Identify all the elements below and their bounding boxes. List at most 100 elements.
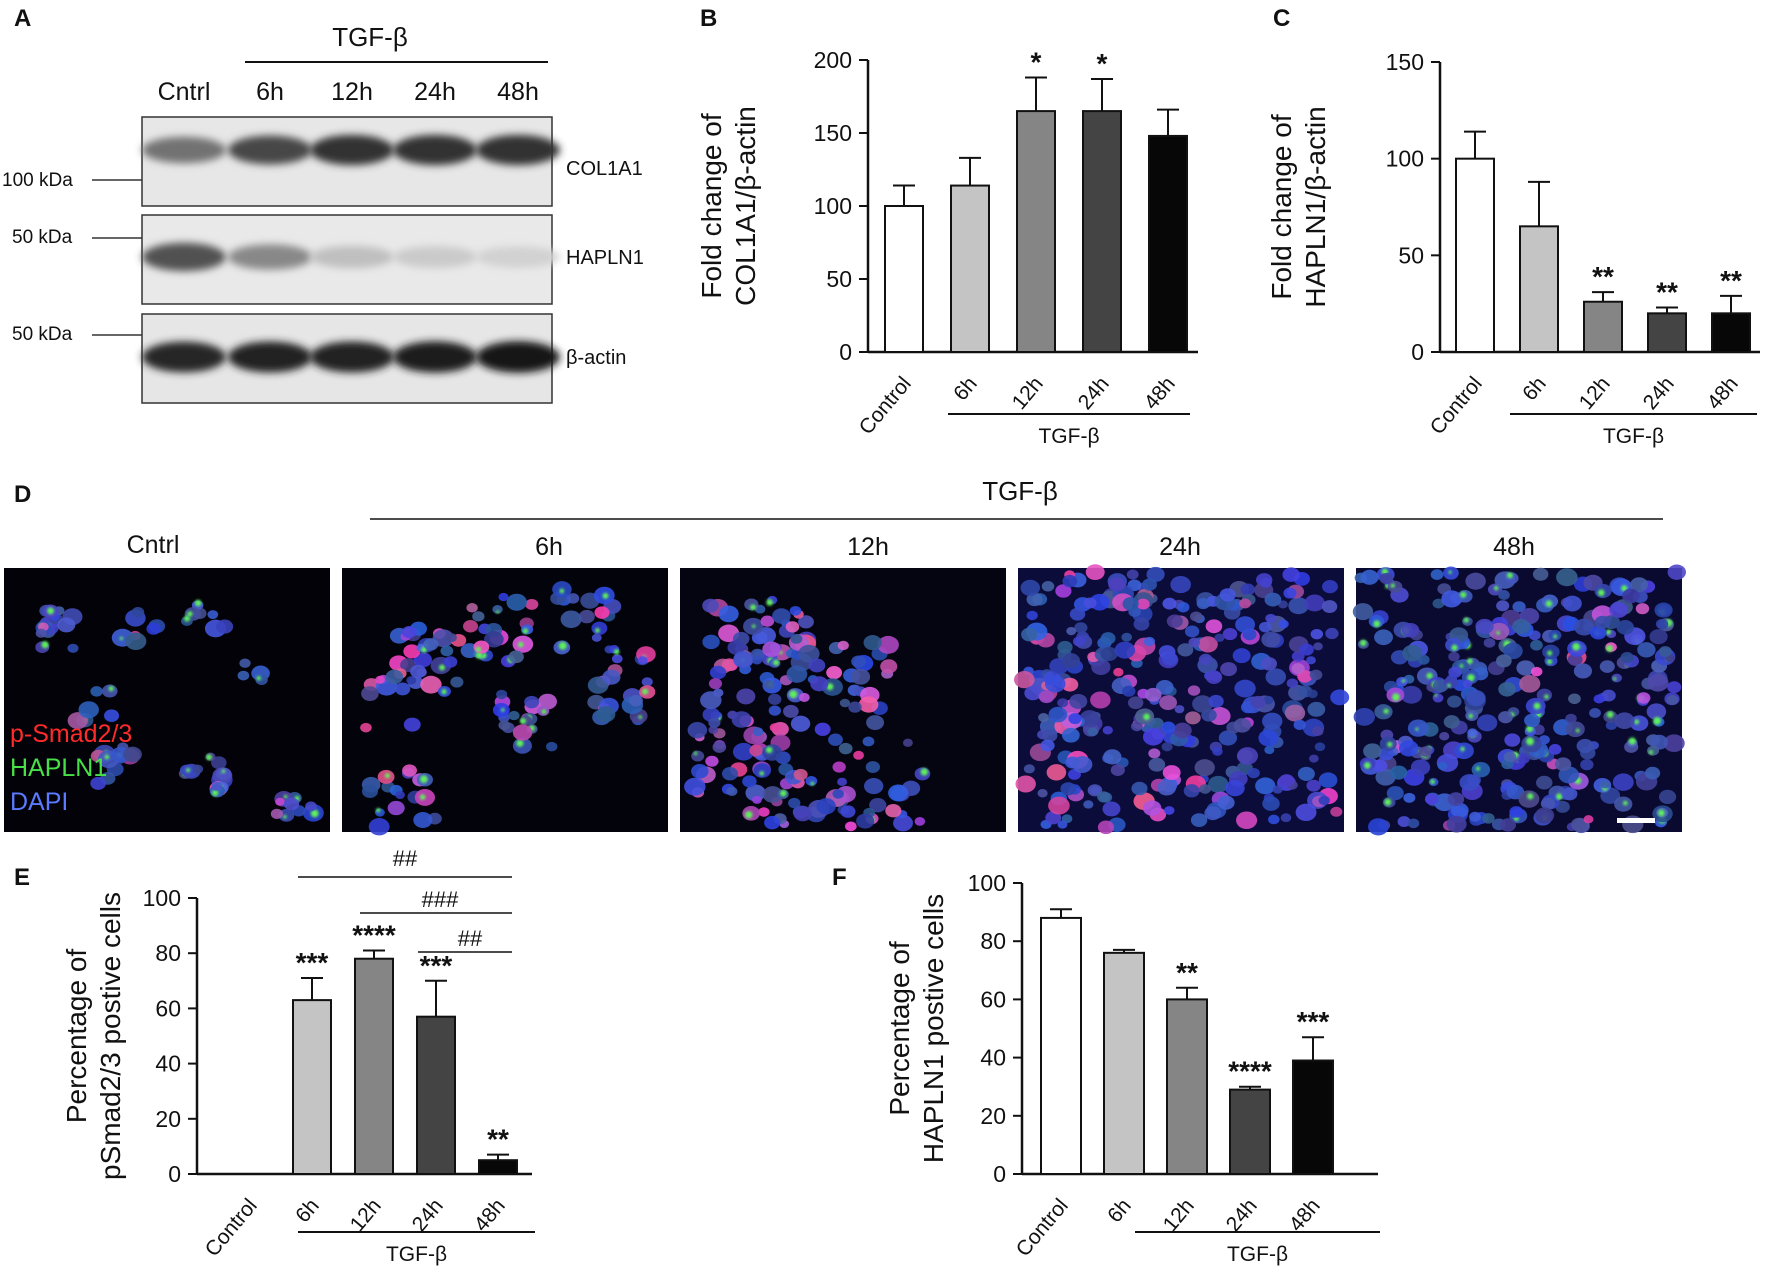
cell-nucleus bbox=[848, 701, 862, 713]
cell-nucleus bbox=[732, 742, 755, 761]
cell-nucleus bbox=[1403, 792, 1416, 803]
bar bbox=[416, 1015, 456, 1175]
cell-nucleus bbox=[1311, 726, 1324, 737]
blot-band bbox=[228, 341, 312, 373]
cell-nucleus bbox=[1309, 754, 1319, 763]
cell-nucleus bbox=[305, 801, 317, 812]
hapln1-signal bbox=[41, 641, 49, 649]
hapln1-signal bbox=[1648, 750, 1654, 755]
bar bbox=[1103, 951, 1145, 1176]
cell-nucleus bbox=[1283, 587, 1297, 599]
panel-label-f: F bbox=[832, 864, 847, 891]
bar bbox=[1583, 300, 1623, 354]
cell-nucleus bbox=[1157, 780, 1177, 796]
bar bbox=[950, 184, 990, 353]
micrograph-title: 24h bbox=[1159, 533, 1201, 561]
cell-nucleus bbox=[1548, 744, 1562, 755]
hapln1-signal bbox=[1621, 585, 1628, 592]
hapln1-signal bbox=[559, 588, 565, 594]
cell-nucleus bbox=[866, 715, 885, 731]
cell-nucleus bbox=[637, 656, 648, 665]
y-tick-label: 50 bbox=[1398, 242, 1424, 268]
cell-nucleus bbox=[387, 800, 405, 816]
cell-nucleus bbox=[1272, 785, 1283, 794]
micrograph-12h bbox=[680, 568, 1006, 832]
cell-nucleus bbox=[1498, 590, 1510, 601]
cell-nucleus bbox=[1247, 767, 1260, 779]
cell-nucleus bbox=[1309, 669, 1323, 681]
cell-nucleus bbox=[1655, 618, 1669, 630]
cell-nucleus bbox=[406, 676, 417, 685]
hapln1-signal bbox=[1460, 746, 1465, 752]
cell-nucleus bbox=[1419, 746, 1433, 757]
cell-nucleus bbox=[880, 659, 898, 674]
cell-nucleus bbox=[783, 704, 799, 718]
cell-nucleus bbox=[1535, 775, 1553, 790]
blot-band bbox=[142, 242, 226, 272]
group-label: TGF-β bbox=[1227, 1243, 1288, 1266]
blot-band bbox=[393, 134, 477, 166]
cell-nucleus bbox=[1360, 569, 1379, 585]
cell-nucleus bbox=[1159, 695, 1177, 711]
category-label: 24h bbox=[1074, 372, 1114, 414]
hapln1-signal bbox=[1658, 809, 1665, 817]
hapln1-signal bbox=[1544, 694, 1549, 699]
cell-nucleus bbox=[1174, 705, 1185, 714]
cell-nucleus bbox=[1185, 711, 1201, 725]
cell-nucleus bbox=[1325, 627, 1339, 640]
hapln1-signal bbox=[1466, 658, 1473, 665]
cell-nucleus bbox=[1190, 813, 1208, 827]
hapln1-signal bbox=[475, 646, 482, 653]
comparison-label: ## bbox=[393, 846, 418, 871]
cell-nucleus bbox=[1278, 600, 1288, 609]
bar bbox=[1229, 1088, 1271, 1175]
hapln1-signal bbox=[1606, 711, 1614, 718]
cell-nucleus bbox=[790, 633, 803, 644]
cell-nucleus bbox=[712, 741, 727, 753]
hapln1-signal bbox=[1606, 644, 1613, 652]
bar bbox=[354, 957, 394, 1175]
cell-nucleus bbox=[1379, 572, 1394, 585]
hapln1-signal bbox=[441, 689, 447, 695]
cell-nucleus bbox=[1198, 636, 1218, 653]
cell-nucleus bbox=[1198, 653, 1213, 666]
cell-nucleus bbox=[1142, 800, 1162, 816]
significance-marker: ** bbox=[1656, 277, 1678, 308]
cell-nucleus bbox=[877, 635, 899, 654]
cell-nucleus bbox=[1374, 629, 1393, 646]
cell-nucleus bbox=[1407, 719, 1429, 737]
category-label: 12h bbox=[1008, 372, 1048, 414]
cell-nucleus bbox=[1166, 614, 1183, 628]
blot-lane-labels: Cntrl 6h 12h 24h 48h bbox=[158, 78, 539, 106]
cell-nucleus bbox=[446, 633, 457, 643]
cell-nucleus bbox=[1041, 729, 1058, 742]
cell-nucleus bbox=[402, 764, 417, 777]
cell-nucleus bbox=[1146, 566, 1165, 583]
cell-nucleus bbox=[1143, 636, 1155, 647]
hapln1-signal bbox=[1391, 693, 1400, 702]
hapln1-signal bbox=[221, 769, 226, 774]
hapln1-signal bbox=[183, 615, 190, 622]
cell-nucleus bbox=[1363, 743, 1382, 759]
cell-nucleus bbox=[1021, 627, 1038, 642]
cell-nucleus bbox=[1400, 685, 1423, 704]
cell-nucleus bbox=[1187, 685, 1201, 696]
y-tick-label: 60 bbox=[155, 995, 181, 1021]
cell-nucleus bbox=[762, 744, 782, 761]
cell-nucleus bbox=[1562, 595, 1582, 612]
cell-nucleus bbox=[1173, 722, 1192, 739]
cell-nucleus bbox=[893, 814, 913, 832]
hapln1-signal bbox=[558, 641, 567, 650]
hapln1-signal bbox=[1525, 737, 1534, 746]
y-axis-label: Percentage of HAPLN1 postive cells bbox=[884, 894, 949, 1163]
cell-nucleus bbox=[1061, 677, 1079, 692]
lane-label: 24h bbox=[414, 78, 456, 106]
cell-nucleus bbox=[708, 717, 721, 728]
cell-nucleus bbox=[1048, 796, 1070, 815]
cell-nucleus bbox=[1659, 789, 1677, 805]
cell-nucleus bbox=[1503, 751, 1517, 763]
cell-nucleus bbox=[1087, 784, 1103, 797]
blot-band bbox=[476, 134, 560, 166]
cell-nucleus bbox=[1561, 787, 1578, 801]
hapln1-signal bbox=[1572, 642, 1580, 651]
